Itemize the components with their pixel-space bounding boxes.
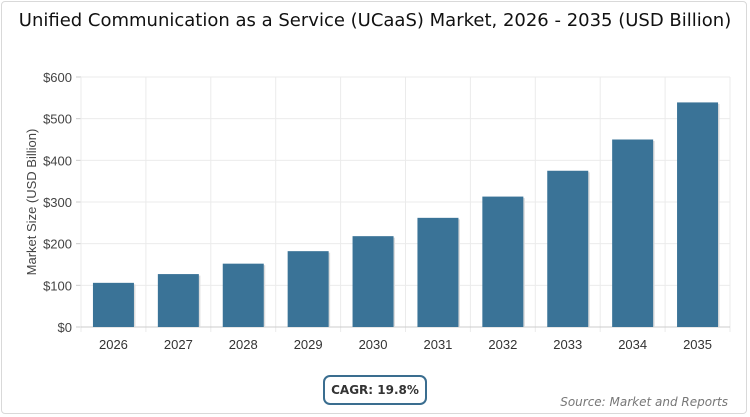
bar-2027 [157, 274, 199, 327]
x-tick-label: 2029 [294, 337, 323, 352]
x-tick-label: 2030 [359, 337, 388, 352]
y-tick-label: $200 [43, 237, 72, 252]
bar-2028 [222, 263, 264, 327]
bar-2026 [92, 282, 134, 327]
source-note: Source: Market and Reports [560, 395, 728, 409]
x-tick-label: 2031 [423, 337, 452, 352]
x-tick-label: 2027 [164, 337, 193, 352]
bar-2029 [287, 251, 329, 327]
x-tick-label: 2028 [229, 337, 258, 352]
bar-2034 [612, 139, 654, 327]
bar-2035 [677, 102, 719, 328]
y-tick-label: $400 [43, 153, 72, 168]
x-tick-label: 2035 [683, 337, 712, 352]
chart-title: Unified Communication as a Service (UCaa… [18, 10, 732, 31]
y-tick-label: $500 [43, 112, 72, 127]
x-tick-label: 2034 [618, 337, 647, 352]
y-tick-label: $100 [43, 278, 72, 293]
bar-2033 [547, 170, 589, 327]
bar-2031 [417, 217, 459, 327]
bar-2030 [352, 236, 394, 327]
x-tick-label: 2032 [488, 337, 517, 352]
y-tick-label: $600 [43, 70, 72, 85]
x-tick-label: 2026 [99, 337, 128, 352]
y-tick-label: $0 [58, 320, 72, 335]
x-tick-label: 2033 [553, 337, 582, 352]
y-tick-label: $300 [43, 195, 72, 210]
cagr-badge: CAGR: 19.8% [323, 375, 427, 405]
y-axis-label: Market Size (USD Billion) [24, 129, 39, 276]
bar-2032 [482, 196, 524, 327]
